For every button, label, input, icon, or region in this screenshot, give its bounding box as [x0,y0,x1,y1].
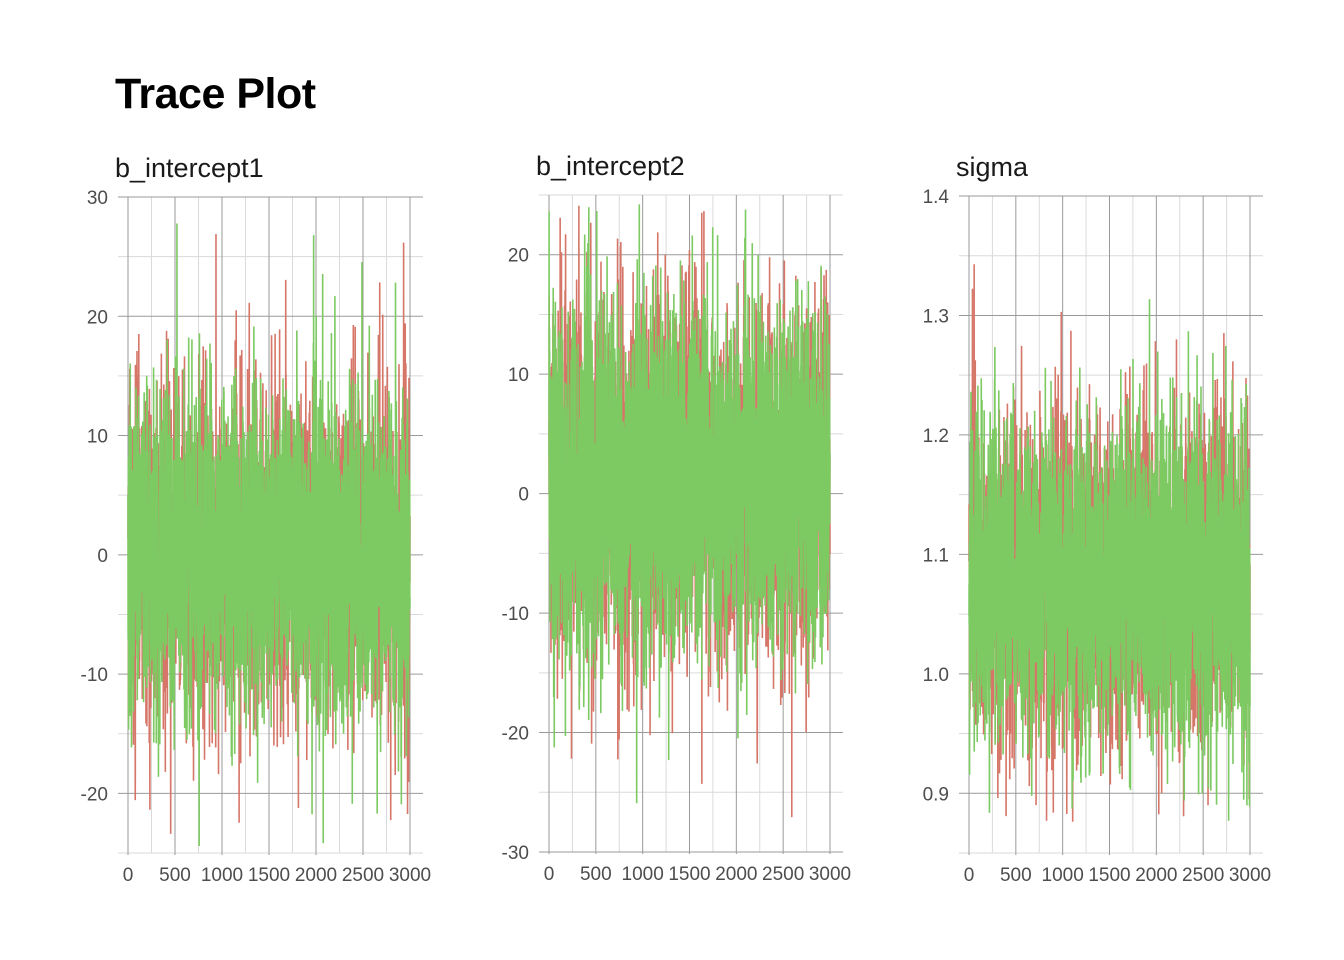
y-tick-label: 1.2 [923,426,949,447]
x-tick-label: 0 [544,864,555,885]
x-tick-label: 500 [580,864,612,885]
y-tick-label: -30 [502,843,529,864]
y-tick-label: 1.1 [923,545,949,566]
trace-line-chain-2 [127,223,411,847]
y-tick-label: 0 [97,546,108,567]
x-tick-label: 2000 [1135,865,1177,886]
y-tick-label: -20 [502,724,529,745]
y-tick-label: -10 [81,665,108,686]
x-tick-label: 3000 [389,865,431,886]
panel-b_intercept1: 0 500 1000 1500 2000 2500 3000 -20 -10 0 10 20 30 b_i… [81,153,432,886]
x-tick-label: 500 [1000,865,1032,886]
x-tick-label: 1000 [201,865,243,886]
panel-title: b_intercept2 [536,151,685,181]
panel-title: b_intercept1 [115,153,264,183]
x-tick-label: 2000 [295,865,337,886]
x-tick-label: 2500 [1182,865,1224,886]
y-tick-label: 30 [87,188,108,209]
y-tick-label: 1.4 [923,187,950,208]
x-tick-label: 1500 [1088,865,1130,886]
x-tick-label: 1500 [668,864,710,885]
panel-b_intercept2: 0 500 1000 1500 2000 2500 3000 -30 -20 -10 0 10 20 b_… [502,151,852,885]
x-tick-label: 2500 [342,865,384,886]
y-tick-label: 0.9 [923,784,949,805]
panel-title: sigma [956,152,1029,182]
y-tick-label: 10 [508,365,529,386]
x-tick-label: 2500 [762,864,804,885]
chart-title: Trace Plot [115,70,316,118]
x-tick-label: 3000 [1229,865,1271,886]
x-tick-label: 3000 [809,864,851,885]
y-tick-label: 10 [87,427,108,448]
y-tick-label: 20 [508,246,529,267]
x-tick-label: 1500 [248,865,290,886]
x-tick-label: 500 [159,865,191,886]
x-tick-label: 1000 [1042,865,1084,886]
y-tick-label: 1.0 [923,665,949,686]
x-tick-label: 0 [964,865,975,886]
x-tick-label: 1000 [622,864,664,885]
y-tick-label: -20 [81,784,108,805]
y-tick-label: 0 [518,485,529,506]
trace-line-chain-2 [968,299,1251,821]
x-tick-label: 0 [123,865,134,886]
y-tick-label: 20 [87,307,108,328]
y-tick-label: -10 [502,604,529,625]
x-tick-label: 2000 [715,864,757,885]
panel-sigma: 0 500 1000 1500 2000 2500 3000 0.9 1.0 1.1 1.2 1.3 1… [923,152,1272,886]
y-tick-label: 1.3 [923,306,949,327]
trace-line-chain-2 [548,204,831,804]
